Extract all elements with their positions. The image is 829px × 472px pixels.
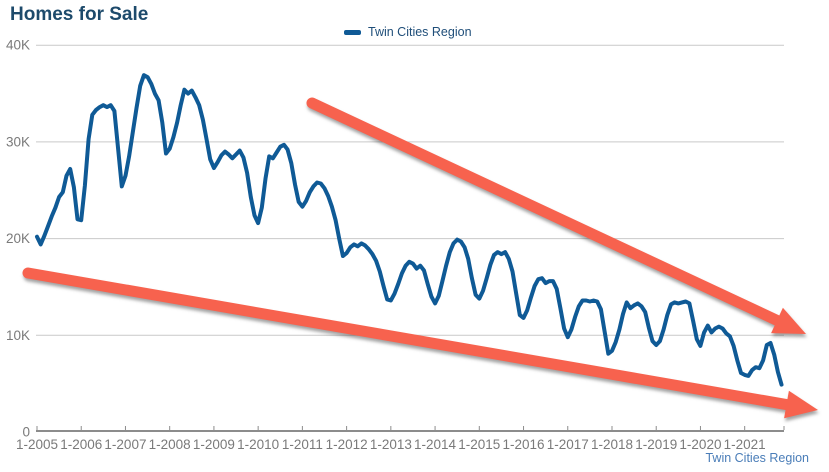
- x-tick-label: 1-2017: [547, 437, 589, 452]
- series-line-twin-cities-region: [35, 73, 784, 387]
- chart-title: Homes for Sale: [10, 4, 149, 25]
- x-tick-label: 1-2020: [679, 437, 721, 452]
- x-tick-label: 1-2009: [193, 437, 235, 452]
- region-link[interactable]: Twin Cities Region: [705, 451, 809, 465]
- trend-arrow-upper: [306, 97, 806, 334]
- y-tick-label: 0: [22, 425, 30, 440]
- x-tick-label: 1-2015: [458, 437, 500, 452]
- trend-arrow-lower: [22, 267, 818, 419]
- x-tick-label: 1-2016: [503, 437, 545, 452]
- legend-swatch-icon: [344, 29, 361, 35]
- x-tick-label: 1-2005: [16, 437, 58, 452]
- x-tick-label: 1-2013: [370, 437, 412, 452]
- y-tick-label: 20K: [6, 231, 30, 246]
- x-tick-label: 1-2012: [326, 437, 368, 452]
- x-tick-label: 1-2018: [591, 437, 633, 452]
- legend-label: Twin Cities Region: [368, 25, 472, 39]
- x-tick-label: 1-2019: [635, 437, 677, 452]
- x-tick-label: 1-2010: [237, 437, 279, 452]
- trend-arrow-shaft: [306, 97, 790, 330]
- x-tick-label: 1-2008: [149, 437, 191, 452]
- legend-item-twin-cities-region[interactable]: Twin Cities Region: [344, 24, 472, 40]
- trend-arrowhead-icon: [784, 390, 818, 419]
- trend-arrowhead-icon: [771, 307, 806, 334]
- x-tick-label: 1-2011: [282, 437, 323, 452]
- y-tick-label: 10K: [6, 328, 30, 343]
- x-tick-label: 1-2007: [104, 437, 146, 452]
- x-tick-label: 1-2006: [60, 437, 102, 452]
- y-tick-label: 30K: [6, 134, 30, 149]
- x-tick-label: 1-2014: [414, 437, 457, 452]
- trend-arrow-shaft: [22, 267, 800, 412]
- y-tick-label: 40K: [6, 38, 30, 53]
- x-tick-label: 1-2021: [724, 437, 766, 452]
